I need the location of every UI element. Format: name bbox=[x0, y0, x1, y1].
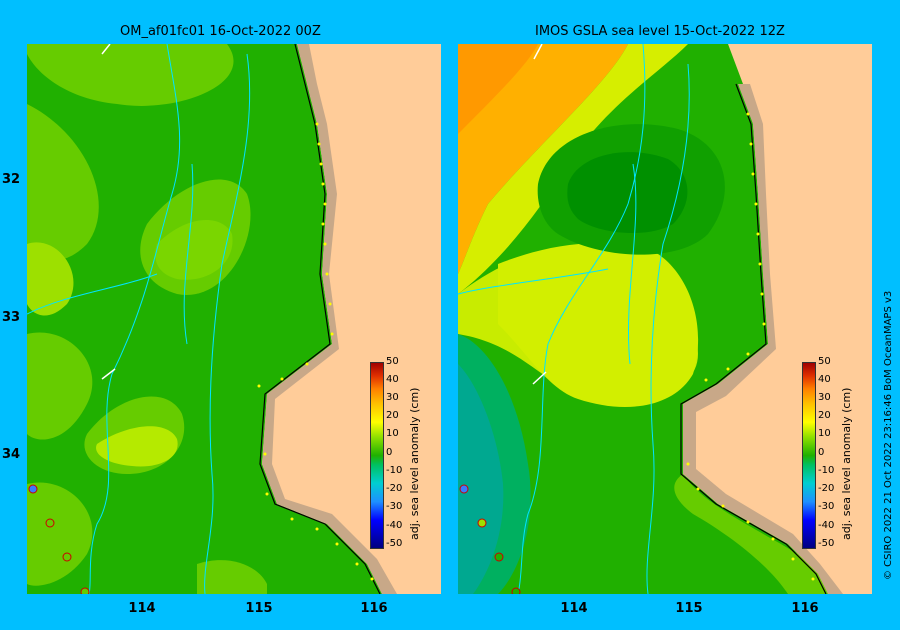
lat-label-32: 32 bbox=[2, 172, 21, 187]
cb-right-tick: 50 bbox=[818, 356, 831, 367]
cb-right-tick: -50 bbox=[818, 538, 835, 549]
map-panel-left bbox=[27, 44, 441, 594]
cb-right-tick: -40 bbox=[818, 520, 835, 531]
cb-right-tick: 10 bbox=[818, 428, 831, 439]
lon-label-right-114: 114 bbox=[560, 601, 588, 616]
lat-label-33: 33 bbox=[2, 310, 21, 325]
cb-left-tick: 50 bbox=[386, 356, 399, 367]
cb-left-tick: 40 bbox=[386, 374, 399, 385]
cb-left-tick: 10 bbox=[386, 428, 399, 439]
cb-left-tick: -10 bbox=[386, 465, 403, 476]
cb-right-tick: -20 bbox=[818, 483, 835, 494]
lon-label-left-116: 116 bbox=[360, 601, 388, 616]
cb-left-tick: -20 bbox=[386, 483, 403, 494]
cb-right-tick: 30 bbox=[818, 392, 831, 403]
lon-label-left-114: 114 bbox=[128, 601, 156, 616]
panel-title-left: OM_af01fc01 16-Oct-2022 00Z bbox=[120, 24, 321, 39]
sea-level-map-left bbox=[27, 44, 441, 594]
lon-label-left-115: 115 bbox=[245, 601, 273, 616]
colorbar-left-label: adj. sea level anomaly (cm) bbox=[408, 387, 421, 540]
cb-left-tick: 0 bbox=[386, 447, 393, 458]
cb-right-tick: 20 bbox=[818, 410, 831, 421]
cb-right-tick: 0 bbox=[818, 447, 825, 458]
colorbar-left bbox=[370, 362, 384, 549]
cb-left-tick: -40 bbox=[386, 520, 403, 531]
credit-text: © CSIRO 2022 21 Oct 2022 23:16:46 BoM Oc… bbox=[883, 290, 894, 580]
cb-right-tick: -30 bbox=[818, 501, 835, 512]
cb-left-tick: -50 bbox=[386, 538, 403, 549]
panel-title-right: IMOS GSLA sea level 15-Oct-2022 12Z bbox=[535, 24, 785, 39]
cb-left-tick: -30 bbox=[386, 501, 403, 512]
map-panel-right bbox=[458, 44, 872, 594]
cb-left-tick: 30 bbox=[386, 392, 399, 403]
cb-right-tick: -10 bbox=[818, 465, 835, 476]
colorbar-right-label: adj. sea level anomaly (cm) bbox=[840, 387, 853, 540]
lon-label-right-115: 115 bbox=[675, 601, 703, 616]
cb-left-tick: 20 bbox=[386, 410, 399, 421]
colorbar-right bbox=[802, 362, 816, 549]
lat-label-34: 34 bbox=[2, 447, 21, 462]
lon-label-right-116: 116 bbox=[791, 601, 819, 616]
cb-right-tick: 40 bbox=[818, 374, 831, 385]
